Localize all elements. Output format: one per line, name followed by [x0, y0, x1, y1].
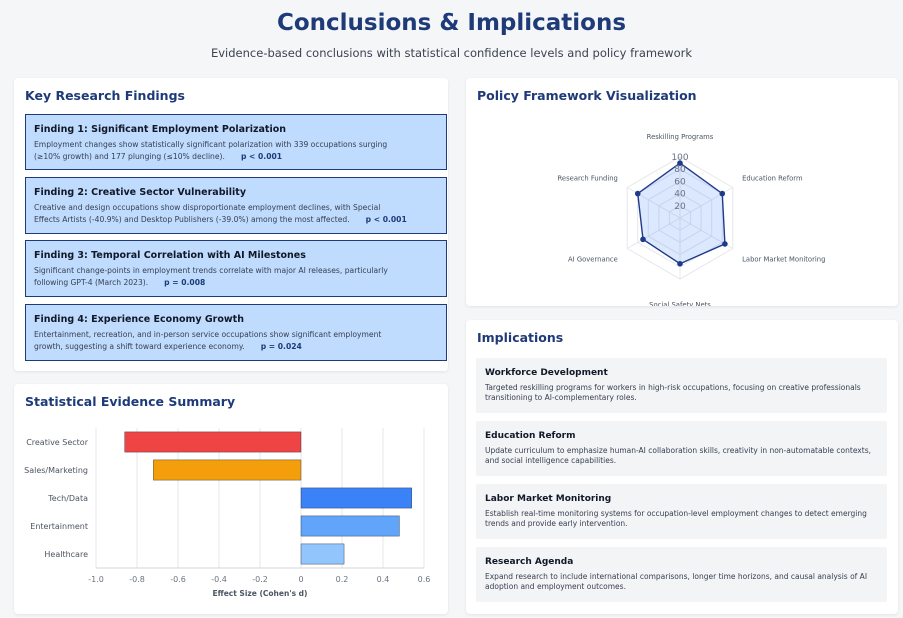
- implication-text: Targeted reskilling programs for workers…: [485, 383, 880, 402]
- bar: [153, 459, 302, 481]
- policy-card: Policy Framework Visualization 20 40 60 80 1…: [466, 78, 898, 306]
- implication-text-line: transitioning to AI-complementary roles.: [485, 392, 637, 402]
- radar-axis-label: Reskilling Programs: [647, 133, 714, 141]
- findings-title: Key Research Findings: [25, 88, 185, 103]
- implications-card: Implications Workforce Development Targe…: [466, 320, 898, 614]
- x-tick-label: 0.6: [418, 575, 431, 584]
- x-tick-label: 0.2: [336, 575, 349, 584]
- finding-text-line: Employment changes show statistically si…: [34, 140, 388, 149]
- finding-text: Significant change-points in employment …: [34, 265, 434, 289]
- implication-text: Establish real-time monitoring systems f…: [485, 509, 880, 528]
- implication-text: Update curriculum to emphasize human-AI …: [485, 446, 880, 465]
- finding-text-line: Significant change-points in employment …: [34, 266, 388, 275]
- finding-text-line: (≥10% growth) and 177 plunging (≤10% dec…: [34, 152, 225, 161]
- finding-card-4: Finding 4: Experience Economy Growth Ent…: [25, 304, 447, 361]
- x-tick-label: -0.4: [211, 575, 227, 584]
- implication-text-line: trends and provide early intervention.: [485, 518, 628, 528]
- x-tick-label: -1.0: [88, 575, 104, 584]
- finding-text-line: Entertainment, recreation, and in-person…: [34, 330, 382, 339]
- implication-title: Workforce Development: [485, 368, 608, 378]
- implication-text-line: Establish real-time monitoring systems f…: [485, 509, 867, 518]
- radar-axis-label: Labor Market Monitoring: [742, 256, 825, 264]
- finding-title: Finding 2: Creative Sector Vulnerability: [34, 187, 247, 198]
- finding-title: Finding 1: Significant Employment Polari…: [34, 124, 287, 135]
- p-value: p = 0.024: [260, 342, 302, 351]
- finding-title: Finding 3: Temporal Correlation with AI …: [34, 250, 306, 261]
- radar-spoke: [626, 217, 681, 249]
- category-label: Tech/Data: [47, 494, 88, 503]
- category-label: Creative Sector: [26, 438, 89, 447]
- implication-text-line: Targeted reskilling programs for workers…: [485, 383, 861, 392]
- bar: [300, 515, 400, 537]
- page-subtitle: Evidence-based conclusions with statisti…: [210, 46, 692, 60]
- radar-tick-label: 80: [674, 165, 686, 175]
- finding-text: Entertainment, recreation, and in-person…: [34, 329, 434, 353]
- implication-text-line: adoption and employment outcomes.: [485, 581, 626, 591]
- radar-point: [640, 236, 646, 243]
- p-value: p = 0.008: [164, 278, 206, 287]
- x-tick-label: 0.4: [377, 575, 390, 584]
- implication-title: Education Reform: [485, 431, 576, 441]
- category-label: Entertainment: [30, 522, 88, 531]
- radar-point: [722, 241, 728, 247]
- implication-title: Research Agenda: [485, 557, 574, 567]
- implication-research-agenda: Research Agenda Expand research to inclu…: [476, 547, 887, 602]
- finding-card-1: Finding 1: Significant Employment Polari…: [25, 114, 447, 170]
- finding-text-line: growth, suggesting a shift toward experi…: [34, 342, 245, 351]
- x-axis-title: Effect Size (Cohen's d): [213, 589, 308, 598]
- policy-title: Policy Framework Visualization: [477, 88, 697, 103]
- x-tick-label: -0.8: [129, 575, 145, 584]
- page-title: Conclusions & Implications: [276, 10, 627, 36]
- radar-axis-label: Social Safety Nets: [649, 301, 711, 306]
- finding-text: Creative and design occupations show dis…: [34, 202, 434, 226]
- p-value: p < 0.001: [240, 152, 283, 161]
- bar: [124, 431, 302, 453]
- category-label: Healthcare: [44, 550, 88, 559]
- implication-text: Expand research to include international…: [485, 572, 880, 591]
- implication-text-line: and social intelligence capabilities.: [485, 455, 617, 465]
- category-label: Sales/Marketing: [24, 466, 88, 475]
- evidence-title: Statistical Evidence Summary: [25, 394, 236, 409]
- radar-tick-label: 20: [674, 202, 686, 212]
- implications-title: Implications: [477, 330, 564, 345]
- x-tick-label: -0.2: [252, 575, 268, 584]
- effect-size-bar-chart: -1.0 -0.8 -0.6 -0.4 -0.2 0 0.2 0.4 0.6 Creative S…: [24, 428, 431, 598]
- implication-text-line: Expand research to include international…: [485, 572, 868, 581]
- finding-card-2: Finding 2: Creative Sector Vulnerability…: [25, 177, 447, 234]
- evidence-card: Statistical Evidence Summary -1.0 -0.8 -0.…: [14, 384, 448, 614]
- x-tick-label: 0: [298, 575, 303, 584]
- finding-text: Employment changes show statistically si…: [34, 139, 434, 163]
- radar-axis-label: AI Governance: [568, 256, 618, 264]
- p-value: p < 0.001: [365, 215, 407, 224]
- radar-axis-label: Education Reform: [742, 175, 803, 183]
- bar: [300, 487, 412, 509]
- finding-text-line: Effects Artists (-40.9%) and Desktop Pub…: [34, 215, 350, 224]
- implication-workforce-development: Workforce Development Targeted reskillin…: [476, 358, 887, 413]
- radar-point: [634, 190, 641, 197]
- x-tick-label: -0.6: [170, 575, 186, 584]
- radar-tick-label: 100: [671, 153, 688, 163]
- bar: [300, 543, 345, 565]
- radar-point: [677, 160, 683, 166]
- implication-labor-market-monitoring: Labor Market Monitoring Establish real-t…: [476, 484, 887, 539]
- radar-point: [719, 190, 726, 197]
- finding-text-line: Creative and design occupations show dis…: [34, 203, 381, 212]
- implication-education-reform: Education Reform Update curriculum to em…: [476, 421, 887, 476]
- radar-axis-label: Research Funding: [558, 175, 618, 183]
- finding-title: Finding 4: Experience Economy Growth: [34, 314, 244, 325]
- finding-card-3: Finding 3: Temporal Correlation with AI …: [25, 240, 447, 297]
- radar-tick-label: 60: [674, 177, 686, 187]
- finding-text-line: following GPT-4 (March 2023).: [34, 278, 149, 287]
- radar-tick-label: 40: [674, 190, 686, 200]
- implication-title: Labor Market Monitoring: [485, 494, 612, 504]
- implication-text-line: Update curriculum to emphasize human-AI …: [485, 446, 871, 455]
- findings-card: Key Research Findings Finding 1: Signifi…: [14, 78, 448, 371]
- policy-radar-chart: 20 40 60 80 100 Reskilling Programs Education …: [558, 133, 826, 306]
- radar-point: [677, 260, 683, 267]
